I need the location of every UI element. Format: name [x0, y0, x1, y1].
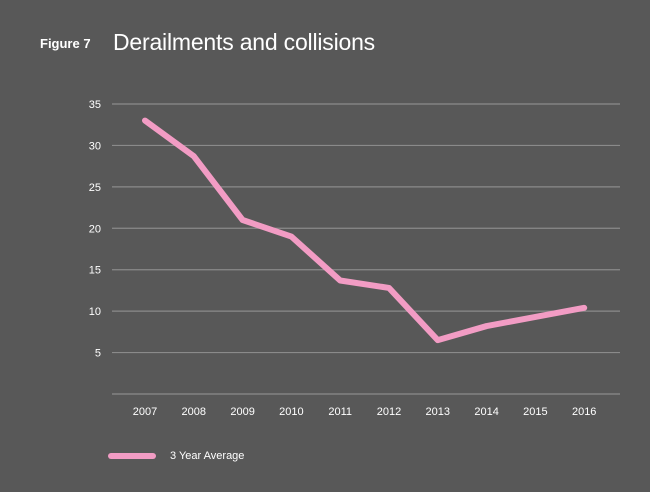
y-tick-label: 15 — [89, 265, 101, 277]
x-axis-ticks: 2007 2008 2009 2010 2011 2012 2013 2014 2015 2016 — [133, 406, 597, 418]
y-axis-ticks: 5 10 15 20 25 30 35 — [89, 99, 101, 360]
y-tick-label: 5 — [95, 348, 101, 360]
data-point — [290, 236, 292, 238]
x-tick-label: 2012 — [377, 406, 401, 418]
data-point — [437, 339, 439, 341]
chart-title: Derailments and collisions — [113, 29, 375, 55]
series-line-3-year-average — [142, 117, 588, 344]
x-tick-label: 2009 — [230, 406, 254, 418]
x-tick-label: 2016 — [572, 406, 596, 418]
data-point — [339, 279, 341, 281]
data-point — [583, 307, 585, 309]
x-tick-label: 2010 — [279, 406, 303, 418]
x-tick-label: 2008 — [182, 406, 206, 418]
y-tick-label: 25 — [89, 182, 101, 194]
y-tick-label: 10 — [89, 306, 101, 318]
data-point — [242, 219, 244, 221]
y-tick-label: 30 — [89, 140, 101, 152]
y-tick-label: 35 — [89, 99, 101, 111]
x-tick-label: 2014 — [474, 406, 498, 418]
data-point — [193, 155, 195, 157]
figure-label: Figure 7 — [40, 36, 91, 51]
legend-swatch-3-year-average — [108, 453, 156, 459]
x-tick-label: 2011 — [328, 406, 352, 418]
legend-label-3-year-average: 3 Year Average — [170, 450, 245, 462]
data-point — [534, 316, 536, 318]
data-point — [144, 120, 146, 122]
x-tick-label: 2007 — [133, 406, 157, 418]
gridlines — [112, 103, 620, 395]
y-tick-label: 20 — [89, 223, 101, 235]
x-tick-label: 2015 — [523, 406, 547, 418]
data-point — [388, 287, 390, 289]
legend: 3 Year Average — [108, 447, 244, 465]
series-layer — [142, 117, 588, 344]
data-point — [486, 325, 488, 327]
x-tick-label: 2013 — [426, 406, 450, 418]
